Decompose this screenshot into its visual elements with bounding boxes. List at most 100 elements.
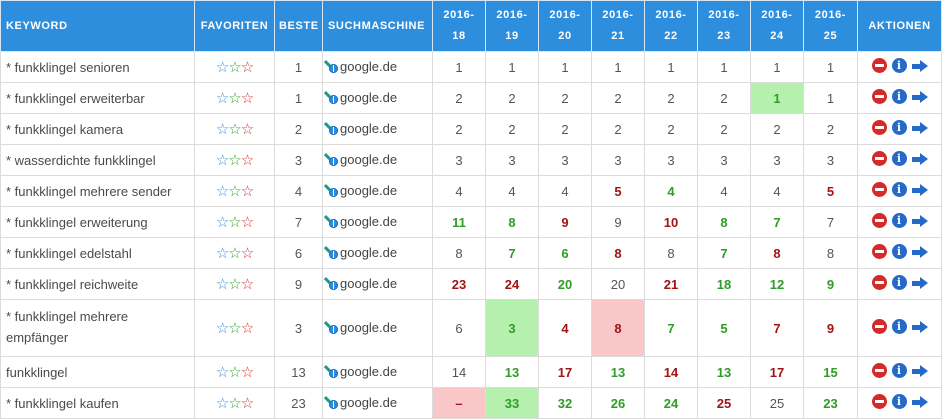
- star-red-icon[interactable]: ☆: [240, 214, 254, 231]
- week-number: 21: [611, 30, 625, 42]
- star-blue-icon[interactable]: ☆: [215, 214, 229, 231]
- search-engine-label: google.de: [340, 213, 398, 229]
- star-red-icon[interactable]: ☆: [240, 395, 254, 412]
- star-green-icon[interactable]: ☆: [228, 276, 241, 293]
- table-row: funkklingel ☆☆☆ 13 google.de 14 13 17 13 14 13 17 1…: [0, 356, 942, 388]
- keyword-cell[interactable]: * funkklingel edelstahl: [0, 237, 195, 269]
- google-globe-icon: [323, 245, 338, 259]
- arrow-right-icon[interactable]: [911, 320, 928, 334]
- arrow-right-icon[interactable]: [911, 121, 928, 135]
- star-green-icon[interactable]: ☆: [228, 395, 241, 412]
- rank-cell: 8: [485, 206, 539, 238]
- delete-icon[interactable]: [871, 363, 887, 378]
- arrow-right-icon[interactable]: [911, 276, 928, 290]
- rank-cell: 1: [750, 82, 804, 114]
- info-icon[interactable]: i: [891, 275, 907, 290]
- keyword-cell[interactable]: * funkklingel erweiterung: [0, 206, 195, 238]
- keyword-cell[interactable]: * funkklingel reichweite: [0, 268, 195, 300]
- info-icon[interactable]: i: [891, 182, 907, 197]
- column-header-week[interactable]: 2016- 24: [750, 0, 804, 52]
- delete-icon[interactable]: [871, 120, 887, 135]
- delete-icon[interactable]: [871, 58, 887, 73]
- column-header-week[interactable]: 2016- 19: [485, 0, 539, 52]
- star-red-icon[interactable]: ☆: [240, 183, 254, 200]
- info-icon[interactable]: i: [891, 89, 907, 104]
- arrow-right-icon[interactable]: [911, 364, 928, 378]
- column-header-suchmaschine[interactable]: SUCHMASCHINE: [322, 0, 433, 52]
- column-header-week[interactable]: 2016- 21: [591, 0, 645, 52]
- info-icon[interactable]: i: [891, 394, 907, 409]
- column-header-keyword[interactable]: KEYWORD: [0, 0, 195, 52]
- keyword-cell[interactable]: * wasserdichte funkklingel: [0, 144, 195, 176]
- arrow-right-icon[interactable]: [911, 90, 928, 104]
- delete-icon[interactable]: [871, 394, 887, 409]
- search-engine-cell: google.de: [322, 113, 433, 145]
- column-header-favoriten[interactable]: FAVORITEN: [194, 0, 275, 52]
- keyword-cell[interactable]: * funkklingel kamera: [0, 113, 195, 145]
- star-red-icon[interactable]: ☆: [240, 364, 254, 381]
- arrow-right-icon[interactable]: [911, 59, 928, 73]
- keyword-cell[interactable]: * funkklingel mehrere sender: [0, 175, 195, 207]
- arrow-right-icon[interactable]: [911, 395, 928, 409]
- keyword-cell[interactable]: funkklingel: [0, 356, 195, 388]
- info-icon[interactable]: i: [891, 319, 907, 334]
- star-blue-icon[interactable]: ☆: [215, 320, 229, 337]
- star-green-icon[interactable]: ☆: [228, 320, 241, 337]
- column-header-week[interactable]: 2016- 23: [697, 0, 751, 52]
- arrow-right-icon[interactable]: [911, 214, 928, 228]
- info-icon[interactable]: i: [891, 151, 907, 166]
- delete-icon[interactable]: [871, 244, 887, 259]
- search-engine-label: google.de: [340, 363, 398, 379]
- keyword-cell[interactable]: * funkklingel kaufen: [0, 387, 195, 419]
- star-blue-icon[interactable]: ☆: [215, 59, 229, 76]
- star-green-icon[interactable]: ☆: [228, 245, 241, 262]
- column-header-week[interactable]: 2016- 20: [538, 0, 592, 52]
- star-green-icon[interactable]: ☆: [228, 59, 241, 76]
- star-red-icon[interactable]: ☆: [240, 121, 254, 138]
- delete-icon[interactable]: [871, 275, 887, 290]
- info-icon[interactable]: i: [891, 244, 907, 259]
- keyword-cell[interactable]: * funkklingel senioren: [0, 51, 195, 83]
- star-green-icon[interactable]: ☆: [228, 214, 241, 231]
- star-red-icon[interactable]: ☆: [240, 152, 254, 169]
- arrow-right-icon[interactable]: [911, 152, 928, 166]
- star-red-icon[interactable]: ☆: [240, 59, 254, 76]
- delete-icon[interactable]: [871, 319, 887, 334]
- star-green-icon[interactable]: ☆: [228, 183, 241, 200]
- column-header-week[interactable]: 2016- 25: [803, 0, 858, 52]
- rank-cell: 13: [591, 356, 645, 388]
- star-blue-icon[interactable]: ☆: [215, 90, 229, 107]
- keyword-cell[interactable]: * funkklingel erweiterbar: [0, 82, 195, 114]
- google-globe-icon: [323, 395, 338, 409]
- delete-icon[interactable]: [871, 213, 887, 228]
- column-header-beste[interactable]: BESTE: [274, 0, 323, 52]
- info-icon[interactable]: i: [891, 363, 907, 378]
- arrow-right-icon[interactable]: [911, 245, 928, 259]
- delete-icon[interactable]: [871, 151, 887, 166]
- info-icon[interactable]: i: [891, 213, 907, 228]
- star-red-icon[interactable]: ☆: [240, 90, 254, 107]
- star-red-icon[interactable]: ☆: [240, 276, 254, 293]
- star-blue-icon[interactable]: ☆: [215, 364, 229, 381]
- star-red-icon[interactable]: ☆: [240, 245, 254, 262]
- star-blue-icon[interactable]: ☆: [215, 276, 229, 293]
- star-blue-icon[interactable]: ☆: [215, 183, 229, 200]
- delete-icon[interactable]: [871, 89, 887, 104]
- star-blue-icon[interactable]: ☆: [215, 121, 229, 138]
- info-icon[interactable]: i: [891, 120, 907, 135]
- star-green-icon[interactable]: ☆: [228, 121, 241, 138]
- search-engine-label: google.de: [340, 120, 398, 136]
- info-icon[interactable]: i: [891, 58, 907, 73]
- star-blue-icon[interactable]: ☆: [215, 152, 229, 169]
- column-header-week[interactable]: 2016- 22: [644, 0, 698, 52]
- star-red-icon[interactable]: ☆: [240, 320, 254, 337]
- star-green-icon[interactable]: ☆: [228, 364, 241, 381]
- delete-icon[interactable]: [871, 182, 887, 197]
- star-green-icon[interactable]: ☆: [228, 90, 241, 107]
- star-green-icon[interactable]: ☆: [228, 152, 241, 169]
- column-header-week[interactable]: 2016- 18: [432, 0, 486, 52]
- star-blue-icon[interactable]: ☆: [215, 245, 229, 262]
- keyword-cell[interactable]: * funkklingel mehrere empfänger: [0, 299, 195, 357]
- arrow-right-icon[interactable]: [911, 183, 928, 197]
- star-blue-icon[interactable]: ☆: [215, 395, 229, 412]
